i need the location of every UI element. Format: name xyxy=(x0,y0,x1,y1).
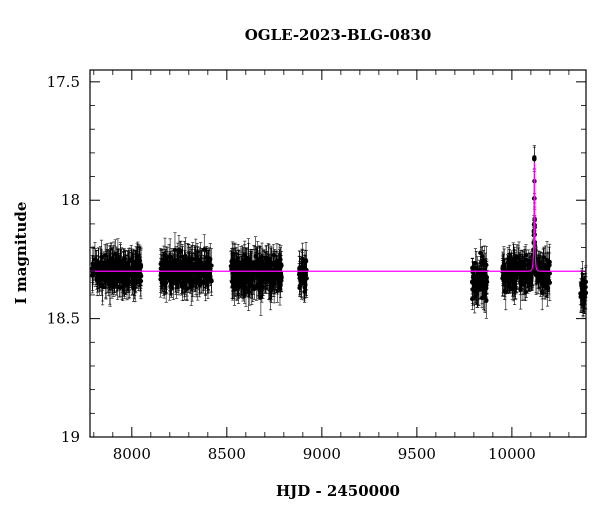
data-point xyxy=(181,270,187,290)
data-point xyxy=(172,250,177,271)
data-marker xyxy=(201,279,206,284)
data-point xyxy=(134,243,140,278)
data-marker xyxy=(267,279,272,284)
data-point xyxy=(123,264,129,285)
data-marker xyxy=(162,277,167,283)
data-marker xyxy=(297,275,302,281)
data-point xyxy=(199,248,205,281)
data-point xyxy=(186,244,191,283)
data-point xyxy=(101,262,107,286)
data-marker xyxy=(273,272,279,278)
data-point xyxy=(92,259,98,287)
data-marker xyxy=(190,261,195,267)
data-point xyxy=(171,257,176,278)
data-marker xyxy=(271,252,276,258)
data-point xyxy=(120,273,125,301)
data-point xyxy=(114,260,120,292)
data-marker xyxy=(123,272,129,277)
data-marker xyxy=(138,274,143,279)
data-point xyxy=(138,256,143,297)
data-marker xyxy=(201,272,207,278)
data-marker xyxy=(196,272,202,278)
data-point xyxy=(197,260,202,298)
data-marker xyxy=(185,272,190,277)
data-point xyxy=(107,269,112,292)
data-point xyxy=(162,268,167,292)
data-layer xyxy=(90,145,589,319)
data-point xyxy=(194,251,199,284)
data-marker xyxy=(115,278,120,284)
data-marker xyxy=(92,270,98,276)
chart-title: OGLE-2023-BLG-0830 xyxy=(245,26,432,44)
data-marker xyxy=(120,284,125,290)
data-marker xyxy=(194,265,199,270)
data-point xyxy=(94,264,100,297)
data-marker xyxy=(231,283,237,288)
data-point xyxy=(205,263,210,291)
data-marker xyxy=(242,276,247,281)
data-marker xyxy=(94,277,100,283)
data-marker xyxy=(197,276,202,282)
data-marker xyxy=(138,263,144,268)
data-marker xyxy=(247,274,252,279)
data-point xyxy=(167,260,172,287)
data-marker xyxy=(162,252,168,257)
data-marker xyxy=(107,278,112,283)
data-marker xyxy=(183,282,188,288)
data-marker xyxy=(101,271,107,276)
data-marker xyxy=(110,256,116,261)
data-marker xyxy=(300,259,305,265)
data-point xyxy=(115,262,120,300)
data-marker xyxy=(478,250,483,256)
data-point xyxy=(190,245,195,283)
data-point xyxy=(177,250,182,275)
data-marker xyxy=(260,262,266,267)
data-marker xyxy=(134,258,140,263)
data-point xyxy=(196,260,202,291)
data-marker xyxy=(172,258,177,264)
data-marker xyxy=(187,268,192,273)
data-marker xyxy=(126,259,132,265)
data-marker xyxy=(171,265,176,271)
data-marker xyxy=(126,277,131,282)
data-marker xyxy=(108,260,113,265)
data-marker xyxy=(303,282,308,288)
data-marker xyxy=(186,261,191,266)
data-marker xyxy=(96,264,101,269)
data-marker xyxy=(205,275,210,280)
data-marker xyxy=(264,256,269,261)
data-marker xyxy=(181,277,187,283)
data-point xyxy=(126,269,131,290)
data-marker xyxy=(114,273,120,279)
data-marker xyxy=(107,284,113,289)
data-marker xyxy=(257,287,262,293)
data-marker xyxy=(177,260,182,265)
data-marker xyxy=(199,261,205,267)
data-marker xyxy=(275,288,280,293)
data-marker xyxy=(260,271,265,276)
data-marker xyxy=(274,262,280,268)
data-marker xyxy=(176,271,181,276)
data-point xyxy=(162,237,168,271)
data-marker xyxy=(238,263,244,268)
data-marker xyxy=(167,271,172,276)
data-marker xyxy=(207,268,212,273)
